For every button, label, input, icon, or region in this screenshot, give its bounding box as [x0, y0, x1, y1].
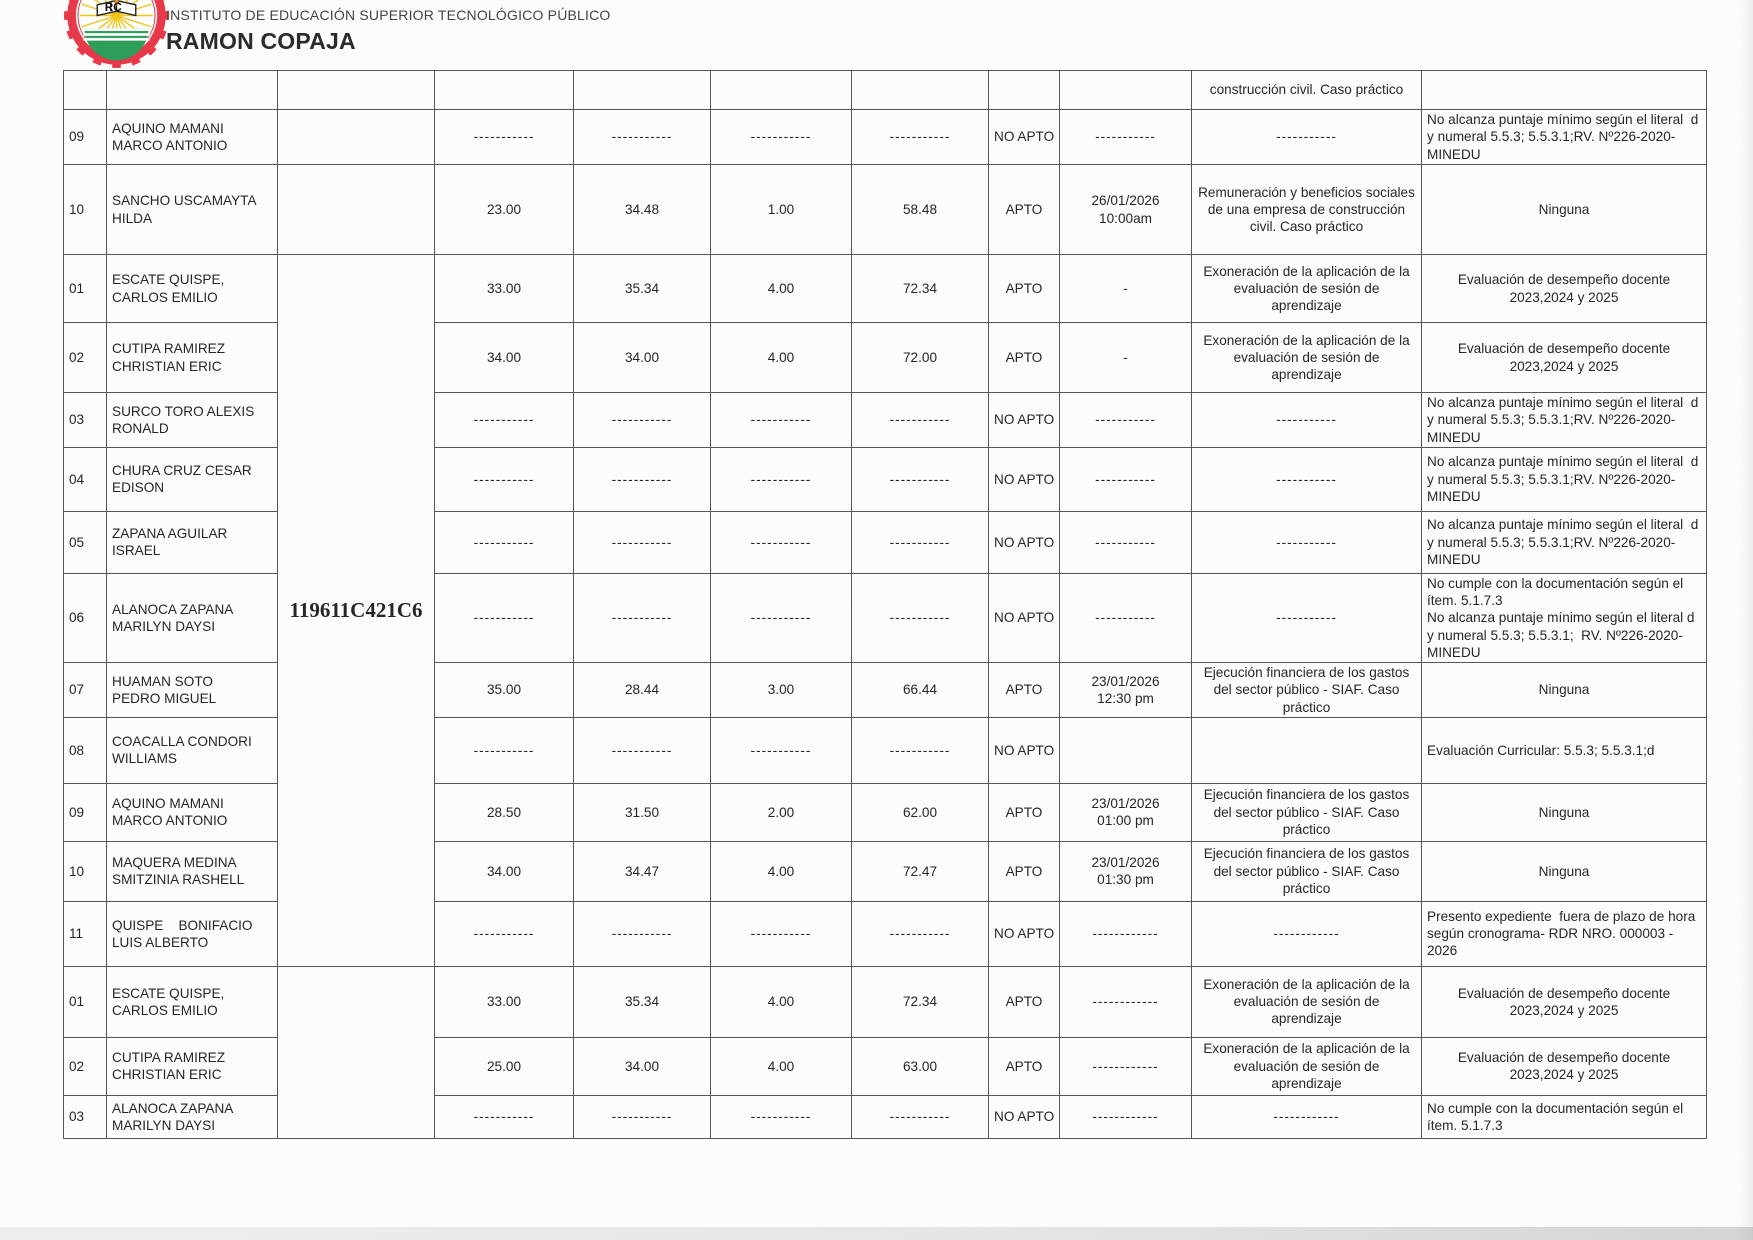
svg-text:C: C — [113, 1, 122, 14]
